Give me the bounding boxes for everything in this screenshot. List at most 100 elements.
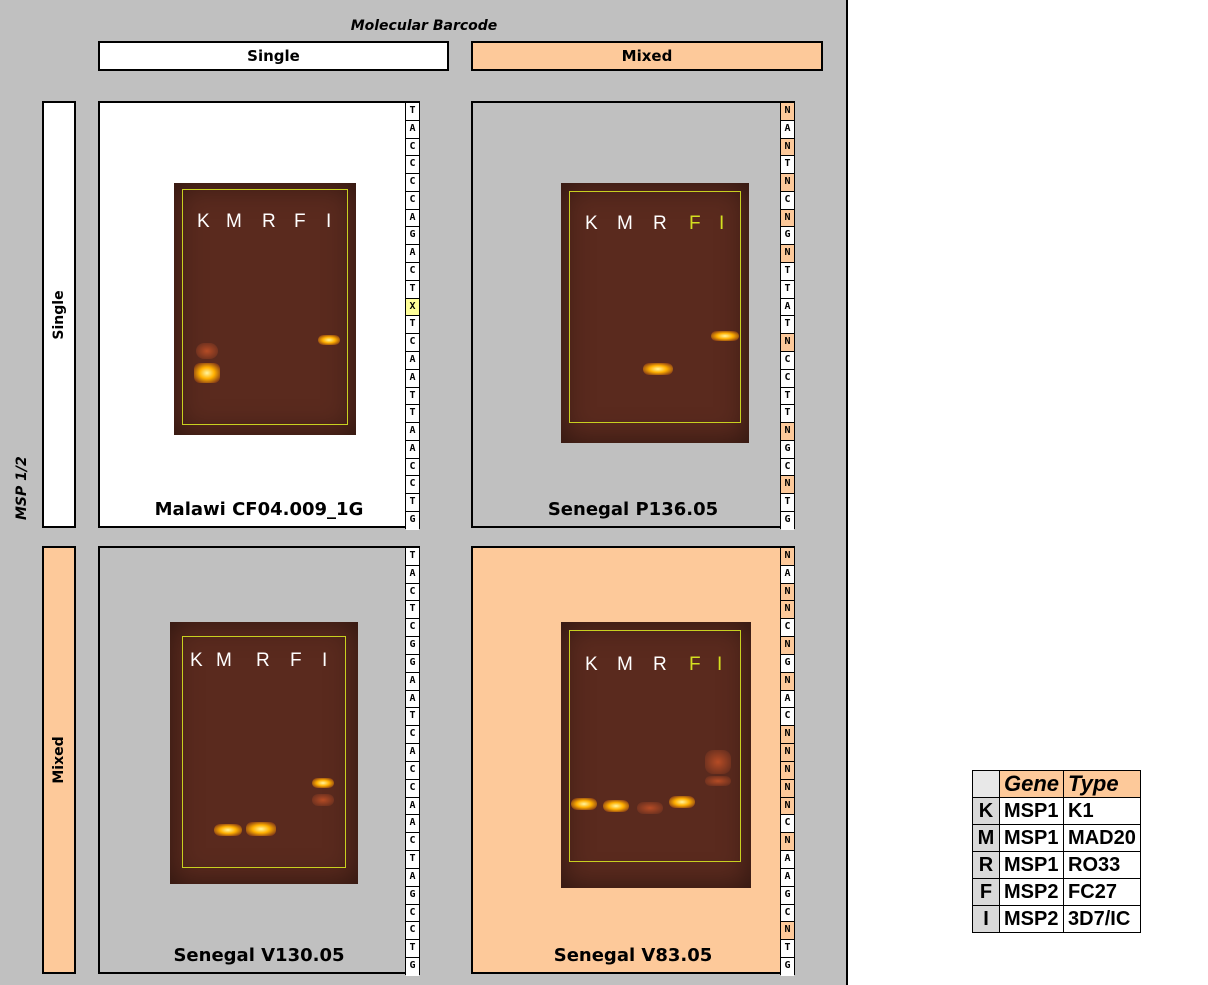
barcode-base: C: [781, 351, 794, 370]
barcode-base: A: [781, 120, 794, 139]
lane-label: K: [190, 650, 203, 671]
lane-label: I: [717, 654, 723, 675]
barcode-base: C: [406, 334, 419, 352]
barcode-base: T: [781, 263, 794, 281]
barcode-base: T: [781, 387, 794, 406]
barcode-base: G: [406, 637, 419, 655]
gel-band: [312, 778, 334, 788]
gel-frame: [569, 630, 741, 862]
barcode-base: A: [406, 440, 419, 459]
gel-band: [246, 822, 276, 836]
lane-label: M: [216, 650, 232, 671]
legend-key: F: [972, 878, 1000, 906]
barcode-base: T: [781, 316, 794, 335]
barcode-base: T: [406, 548, 419, 566]
lane-label: R: [653, 213, 667, 234]
gel-band: [318, 335, 340, 345]
legend-type: 3D7/IC: [1063, 905, 1141, 933]
barcode-base: X: [406, 298, 419, 317]
barcode-base: N: [781, 476, 794, 495]
gene-legend-table: Gene Type K MSP1 K1 M MSP1 MAD20 R MSP1 RO33 F…: [972, 770, 1141, 933]
gel-band: [214, 824, 242, 836]
legend-row: K MSP1 K1: [972, 797, 1141, 825]
legend-type: RO33: [1063, 851, 1141, 879]
barcode-base: G: [781, 511, 794, 530]
gel-frame: [182, 636, 346, 868]
legend-type: FC27: [1063, 878, 1141, 906]
barcode-base: T: [406, 316, 419, 335]
gel-band: [603, 800, 629, 812]
legend-header-type: Type: [1063, 770, 1141, 798]
barcode-base: C: [406, 619, 419, 638]
barcode-base: A: [406, 565, 419, 584]
barcode-base: A: [406, 120, 419, 139]
legend-row: I MSP2 3D7/IC: [972, 905, 1141, 933]
barcode-base: A: [406, 744, 419, 762]
barcode-base: G: [781, 886, 794, 905]
barcode-base: T: [406, 387, 419, 406]
legend-gene: MSP1: [998, 851, 1065, 879]
barcode-base: G: [406, 886, 419, 905]
barcode-base: N: [781, 672, 794, 691]
barcode-base: T: [406, 280, 419, 299]
barcode-base: N: [781, 334, 794, 352]
barcode-base: N: [781, 548, 794, 566]
lane-label: F: [689, 654, 701, 675]
barcode-base: T: [406, 940, 419, 959]
barcode-base: A: [406, 245, 419, 264]
barcode-base: C: [406, 138, 419, 157]
gel-band: [643, 363, 673, 375]
barcode-base: T: [781, 156, 794, 175]
barcode-base: C: [406, 263, 419, 281]
barcode-base: A: [406, 351, 419, 370]
lane-label: M: [617, 654, 633, 675]
barcode-base: C: [781, 904, 794, 923]
barcode-base: G: [406, 227, 419, 246]
barcode-base: A: [406, 797, 419, 816]
column-header-mixed: Mixed: [471, 41, 823, 71]
barcode-base: C: [781, 369, 794, 388]
lane-label: I: [322, 650, 328, 671]
legend-gene: MSP2: [998, 905, 1065, 933]
sample-caption: Senegal P136.05: [547, 499, 719, 520]
legend-row: F MSP2 FC27: [972, 878, 1141, 906]
lane-label: F: [294, 211, 306, 232]
barcode-base: T: [406, 708, 419, 727]
legend-header-gene: Gene: [998, 770, 1065, 798]
gel-band: [312, 794, 334, 806]
barcode-base: C: [406, 726, 419, 745]
legend-key: K: [972, 797, 1000, 825]
barcode-base: A: [406, 672, 419, 691]
lane-label: K: [197, 211, 210, 232]
barcode-base: T: [406, 494, 419, 512]
gel-band: [669, 796, 695, 808]
barcode-base: C: [406, 904, 419, 923]
barcode-base: C: [781, 458, 794, 477]
barcode-base: T: [781, 280, 794, 299]
barcode-base: C: [406, 174, 419, 192]
barcode-base: A: [406, 815, 419, 834]
row-header-single-label: Single: [51, 289, 67, 340]
barcode-base: T: [781, 494, 794, 512]
column-header-single-label: Single: [247, 47, 300, 65]
lane-label: F: [290, 650, 302, 671]
barcode-base: G: [406, 654, 419, 673]
lane-label: I: [719, 213, 725, 234]
legend-gene: MSP2: [998, 878, 1065, 906]
barcode-base: C: [406, 458, 419, 477]
lane-label: R: [256, 650, 270, 671]
sample-caption: Senegal V130.05: [173, 945, 345, 966]
barcode-base: N: [781, 797, 794, 816]
barcode-base: C: [406, 156, 419, 175]
gel-band: [705, 750, 731, 774]
barcode-base: T: [406, 103, 419, 121]
barcode-base: G: [406, 958, 419, 976]
gel-image: K M R F I: [174, 183, 356, 435]
barcode-base: N: [781, 779, 794, 798]
legend-header-row: Gene Type: [972, 770, 1141, 798]
lane-label: F: [689, 213, 701, 234]
legend-row: R MSP1 RO33: [972, 851, 1141, 879]
legend-type: K1: [1063, 797, 1141, 825]
